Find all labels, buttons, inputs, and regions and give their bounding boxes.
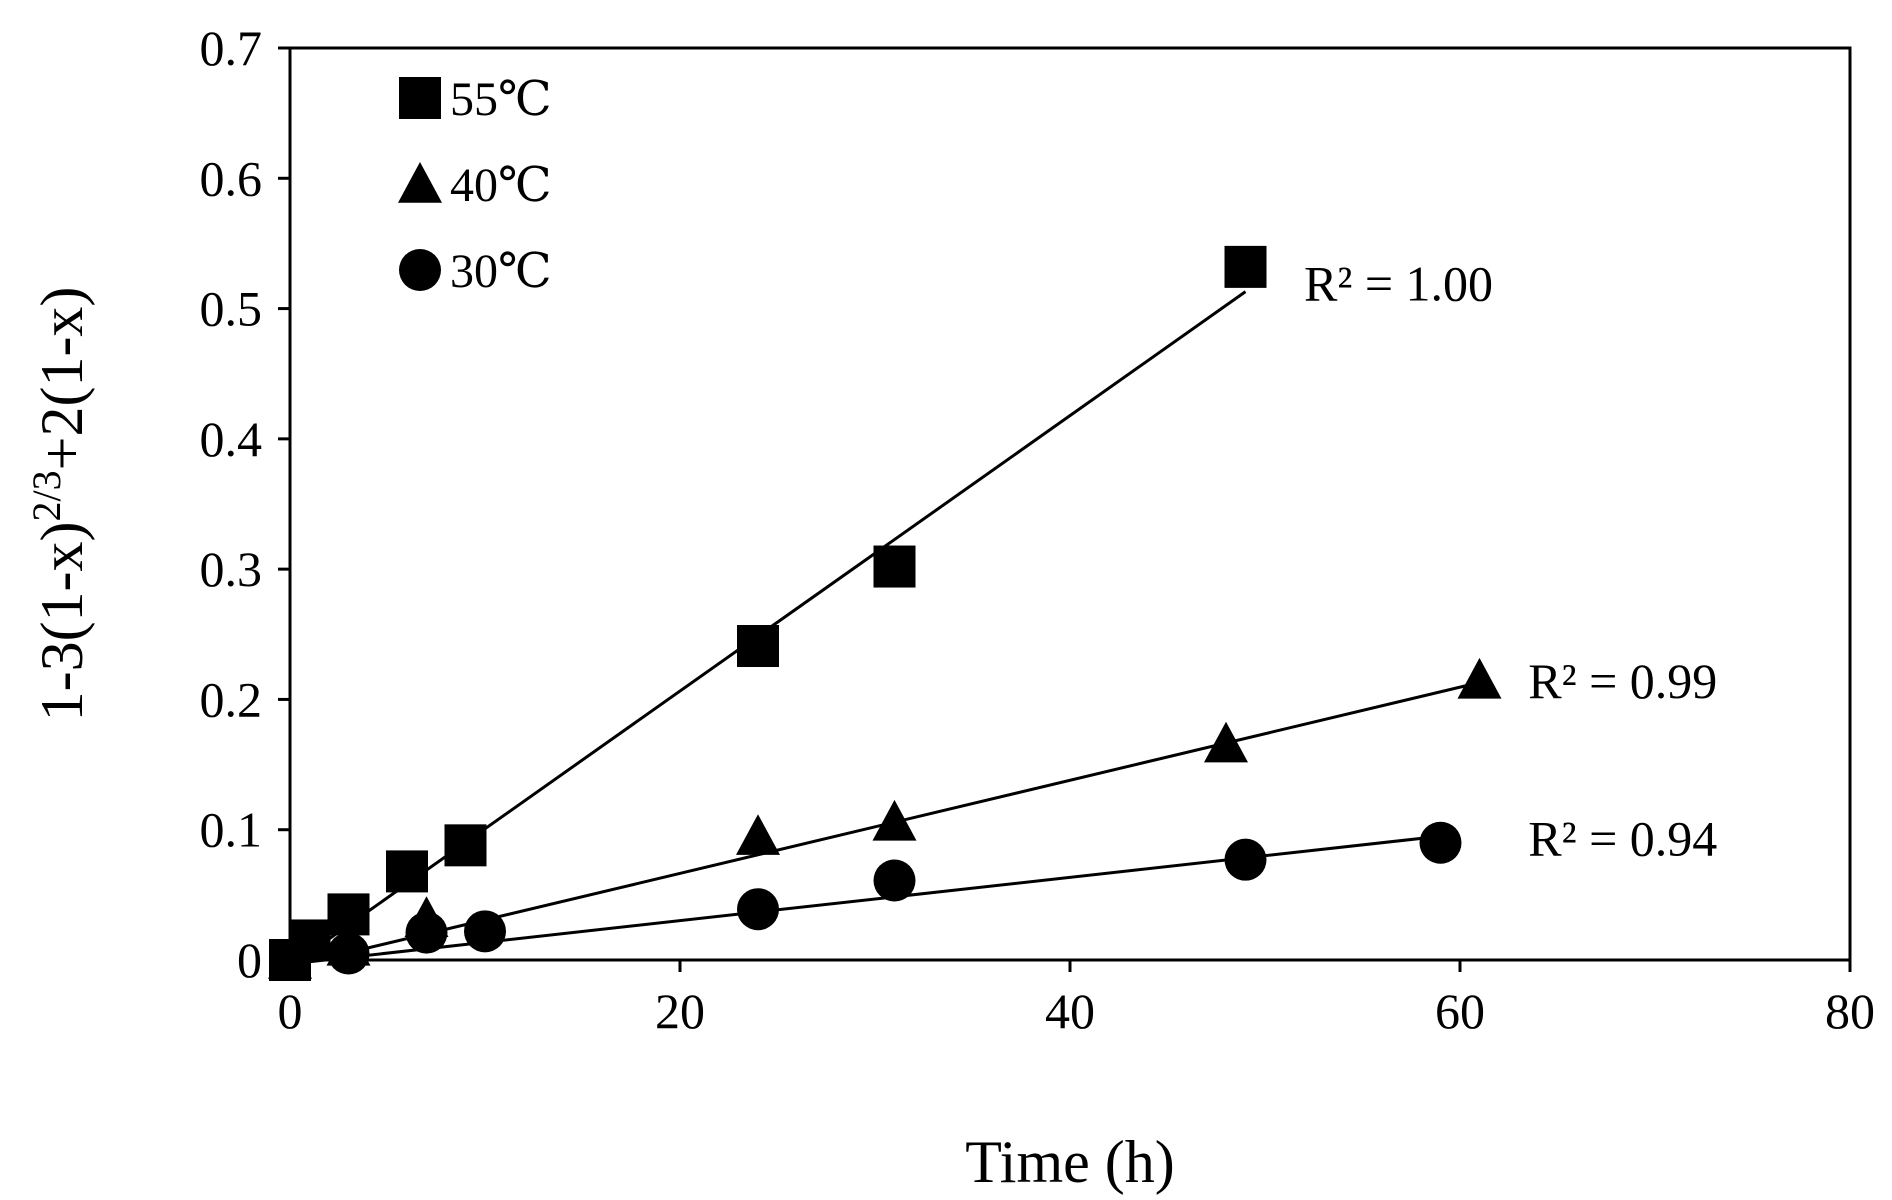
legend-label-triangle: 40℃ xyxy=(450,159,552,212)
x-tick-label: 40 xyxy=(1045,983,1095,1039)
x-tick-label: 80 xyxy=(1825,983,1875,1039)
x-tick-label: 60 xyxy=(1435,983,1485,1039)
data-point-triangle xyxy=(872,799,917,841)
x-tick-label: 0 xyxy=(278,983,303,1039)
data-point-triangle xyxy=(1204,721,1248,763)
data-point-triangle xyxy=(736,814,780,855)
y-tick-label: 0.6 xyxy=(200,150,263,206)
data-point-circle xyxy=(405,911,448,954)
r2-label-triangle: R² = 0.99 xyxy=(1528,653,1717,709)
legend-marker-square xyxy=(399,77,441,119)
data-point-circle xyxy=(737,888,779,931)
legend: 55℃ 40℃ 30℃ xyxy=(398,73,552,298)
data-point-circle xyxy=(1419,821,1462,864)
legend-marker-triangle xyxy=(398,162,442,203)
y-axis-title-tail: +2(1-x) xyxy=(29,287,95,471)
y-axis-title-superscript: 2/3 xyxy=(24,470,69,521)
data-markers xyxy=(268,245,1502,981)
y-tick-label: 0.3 xyxy=(200,541,263,597)
axes: 0 20 40 60 80 0 0.1 0.2 0.3 0.4 0.5 0.6 0.7 xyxy=(200,20,1876,1039)
x-axis-title: Time (h) xyxy=(965,1129,1174,1195)
data-point-circle xyxy=(464,910,506,953)
y-axis-title: 1-3(1-x)2/3+2(1-x) xyxy=(24,287,95,722)
data-point-circle xyxy=(1224,838,1267,881)
legend-label-square: 55℃ xyxy=(450,73,552,126)
r2-label-circle: R² = 0.94 xyxy=(1528,811,1717,867)
y-tick-label: 0.2 xyxy=(200,671,263,727)
y-axis-title-main: 1-3(1-x) xyxy=(29,521,95,721)
y-tick-label: 0.5 xyxy=(200,281,263,337)
data-point-square xyxy=(386,850,428,893)
data-point-square xyxy=(444,824,487,867)
r2-label-square: R² = 1.00 xyxy=(1304,256,1493,312)
data-point-circle xyxy=(327,932,370,975)
legend-marker-circle xyxy=(399,249,441,291)
x-tick-label: 20 xyxy=(655,983,705,1039)
y-tick-label: 0 xyxy=(237,932,262,988)
data-point-square xyxy=(1224,245,1267,288)
r2-labels: R² = 1.00 R² = 0.99 R² = 0.94 xyxy=(1304,256,1717,867)
legend-label-circle: 30℃ xyxy=(450,245,552,298)
data-point-circle xyxy=(269,939,311,981)
y-tick-label: 0.4 xyxy=(200,411,263,467)
data-point-square xyxy=(737,625,779,668)
y-tick-label: 0.7 xyxy=(200,20,263,76)
y-tick-label: 0.1 xyxy=(200,802,263,858)
data-point-circle xyxy=(873,859,916,902)
data-point-triangle xyxy=(1457,657,1502,699)
data-point-square xyxy=(873,545,916,588)
